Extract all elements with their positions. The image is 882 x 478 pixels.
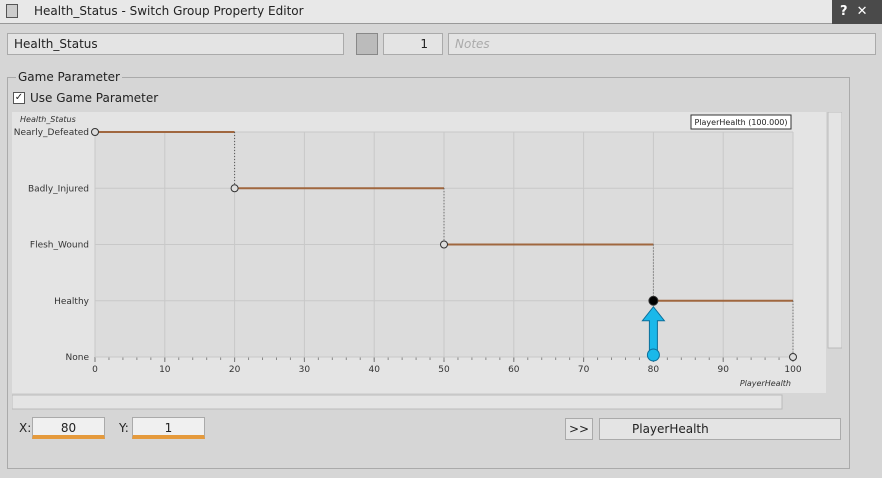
- point: [789, 353, 797, 361]
- expand-button[interactable]: >>: [565, 418, 593, 440]
- x-tick-label: 10: [159, 365, 171, 375]
- x-field[interactable]: 80: [32, 417, 105, 439]
- x-tick-label: 80: [648, 365, 660, 375]
- color-button[interactable]: [356, 33, 378, 55]
- y-tick-label: Healthy: [54, 297, 90, 307]
- checkbox[interactable]: ✓: [13, 92, 25, 104]
- x-tick-label: 60: [508, 365, 520, 375]
- annotation: PlayerHealth (100.000): [694, 118, 787, 127]
- x-tick-label: 90: [717, 365, 729, 375]
- x-tick-label: 0: [92, 365, 98, 375]
- x-tick-label: 30: [299, 365, 311, 375]
- h-scroll[interactable]: [12, 394, 783, 410]
- point: [230, 184, 239, 193]
- x-tick-label: 100: [784, 365, 801, 375]
- x-axis-label: PlayerHealth: [740, 379, 791, 388]
- x-tick-label: 20: [229, 365, 241, 375]
- window-icon: [6, 4, 18, 18]
- x-tick-label: 70: [578, 365, 590, 375]
- y-field[interactable]: 1: [132, 417, 205, 439]
- checkbox-label: Use Game Parameter: [30, 91, 159, 105]
- y-tick-label: None: [66, 353, 90, 363]
- game-parameter-field[interactable]: PlayerHealth: [599, 418, 841, 440]
- group-label: Game Parameter: [16, 70, 122, 84]
- reference-count[interactable]: 1: [383, 33, 443, 55]
- notes-field[interactable]: Notes: [448, 33, 876, 55]
- x-tick-label: 50: [438, 365, 450, 375]
- x-tick-label: 40: [368, 365, 380, 375]
- help-close[interactable]: ? ✕: [832, 0, 882, 24]
- name-field[interactable]: Health_Status: [7, 33, 344, 55]
- point: [440, 240, 448, 249]
- callout-dot: [646, 348, 660, 362]
- window-title: Health_Status - Switch Group Property Ed…: [34, 4, 304, 18]
- point: [91, 128, 99, 136]
- graph: 0 10 20 30 40 50 60 70 80 90 100 None Healthy Flesh_W…: [12, 112, 842, 410]
- x-label: X:: [19, 421, 32, 435]
- v-scroll[interactable]: [827, 112, 842, 349]
- y-label: Y:: [119, 421, 129, 435]
- y-axis-label: Health_Status: [20, 115, 76, 124]
- annotation-box: [690, 114, 792, 130]
- group-box: [7, 77, 850, 469]
- title-bar: Health_Status - Switch Group Property Ed…: [0, 0, 882, 24]
- y-tick-label: Nearly_Defeated: [14, 128, 89, 138]
- point: [648, 295, 659, 306]
- y-tick-label: Flesh_Wound: [30, 241, 89, 251]
- y-tick-label: Badly_Injured: [28, 184, 89, 194]
